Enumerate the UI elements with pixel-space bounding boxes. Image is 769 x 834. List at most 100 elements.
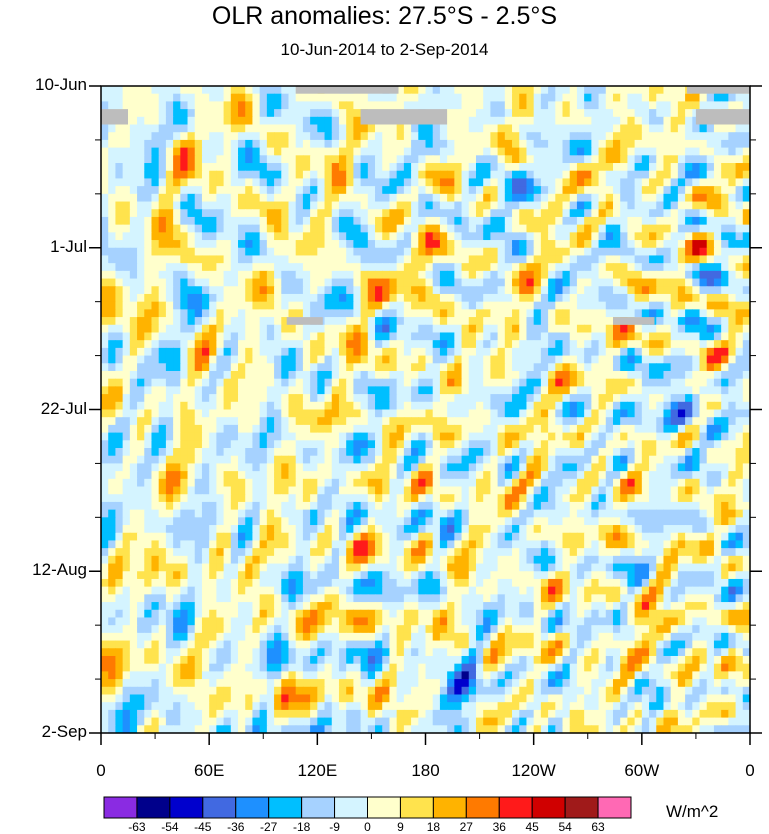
field-cell: [591, 247, 600, 257]
field-cell: [173, 186, 181, 195]
field-cell: [634, 370, 643, 380]
field-cell: [245, 193, 254, 203]
field-cell: [483, 132, 491, 141]
field-cell: [187, 186, 196, 195]
field-cell: [144, 471, 153, 480]
field-cell: [201, 448, 210, 457]
field-cell: [483, 255, 491, 264]
field-cell: [461, 401, 470, 411]
field-cell: [266, 509, 275, 518]
field-cell: [591, 155, 600, 164]
field-cell: [151, 301, 160, 310]
field-cell: [475, 455, 484, 465]
field-cell: [627, 417, 636, 426]
field-cell: [266, 293, 275, 303]
field-cell: [223, 170, 232, 180]
field-cell: [295, 370, 304, 380]
field-cell: [692, 263, 701, 272]
field-cell: [685, 139, 693, 149]
field-cell: [497, 293, 506, 303]
field-cell: [418, 86, 427, 95]
field-cell: [266, 139, 275, 149]
field-cell: [281, 116, 290, 126]
field-cell: [223, 455, 232, 465]
field-cell: [101, 424, 109, 434]
field-cell: [360, 247, 369, 257]
field-cell: [180, 201, 189, 210]
field-cell: [367, 340, 376, 349]
field-cell: [382, 355, 391, 364]
field-cell: [490, 263, 499, 272]
field-cell: [425, 347, 434, 357]
field-cell: [201, 324, 210, 334]
field-cell: [375, 293, 383, 303]
field-cell: [548, 332, 556, 341]
field-cell: [432, 471, 441, 480]
field-cell: [223, 378, 232, 387]
field-cell: [663, 440, 672, 449]
field-cell: [432, 486, 441, 495]
field-cell: [620, 255, 629, 264]
field-cell: [122, 93, 131, 102]
field-cell: [461, 255, 470, 264]
field-cell: [317, 101, 326, 110]
field-cell: [151, 509, 160, 518]
field-cell: [649, 139, 657, 149]
field-cell: [562, 255, 571, 264]
field-cell: [713, 478, 722, 488]
field-cell: [389, 209, 398, 218]
field-cell: [540, 448, 549, 457]
field-cell: [411, 478, 419, 488]
field-cell: [245, 124, 254, 133]
field-cell: [584, 101, 592, 110]
field-cell: [129, 455, 138, 465]
field-cell: [122, 263, 131, 272]
field-cell: [512, 163, 520, 172]
field-cell: [382, 139, 391, 149]
field-cell: [548, 155, 556, 164]
field-cell: [302, 278, 311, 287]
field-cell: [735, 286, 744, 295]
field-cell: [302, 501, 311, 511]
field-cell: [548, 455, 556, 465]
field-cell: [187, 340, 196, 349]
field-cell: [396, 232, 405, 241]
field-cell: [454, 255, 463, 264]
field-cell: [576, 424, 585, 434]
field-cell: [656, 255, 665, 264]
field-cell: [274, 247, 282, 257]
field-cell: [266, 170, 275, 180]
field-cell: [721, 455, 729, 465]
field-cell: [238, 378, 246, 387]
field-cell: [526, 186, 535, 195]
field-cell: [302, 455, 311, 465]
field-cell: [504, 309, 513, 318]
field-cell: [706, 124, 715, 133]
field-cell: [656, 409, 665, 418]
field-cell: [656, 363, 665, 372]
field-cell: [360, 224, 369, 233]
field-cell: [144, 286, 153, 295]
field-cell: [252, 440, 261, 449]
field-cell: [137, 463, 145, 472]
field-cell: [209, 293, 217, 303]
field-cell: [259, 409, 268, 418]
field-cell: [115, 401, 124, 411]
field-cell: [137, 401, 145, 411]
field-cell: [389, 278, 398, 287]
field-cell: [115, 301, 124, 310]
field-cell: [713, 347, 722, 357]
field-cell: [201, 293, 210, 303]
field-cell: [692, 378, 701, 387]
field-cell: [562, 201, 571, 210]
field-cell: [158, 309, 167, 318]
field-cell: [216, 101, 225, 110]
field-cell: [209, 432, 217, 441]
field-cell: [677, 455, 686, 465]
field-cell: [699, 293, 708, 303]
field-cell: [663, 270, 672, 280]
field-cell: [201, 347, 210, 357]
field-cell: [497, 163, 506, 172]
field-cell: [216, 301, 225, 310]
field-cell: [302, 255, 311, 264]
